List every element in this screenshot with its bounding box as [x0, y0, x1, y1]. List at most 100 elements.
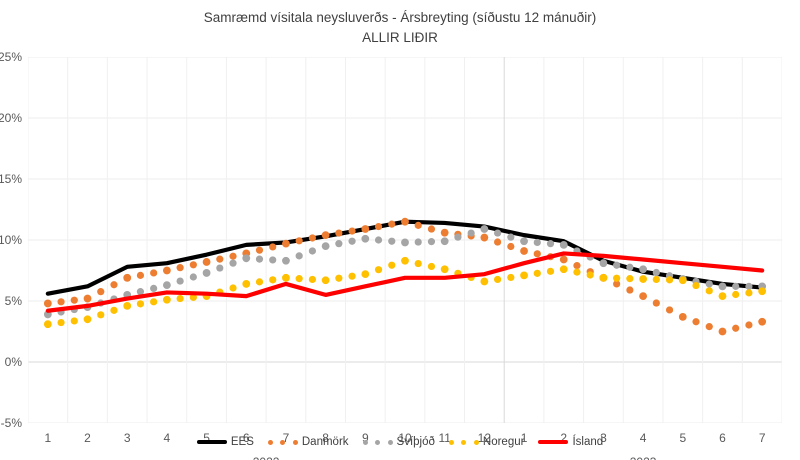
series-dot	[388, 261, 396, 269]
series-dot	[414, 238, 422, 246]
series-dot	[229, 252, 237, 260]
legend-item-danm-rk[interactable]: Danmörk	[267, 436, 349, 448]
legend-label: Noregur	[482, 436, 525, 448]
series-dot	[295, 252, 303, 260]
series-dot	[414, 259, 422, 268]
y-axis-tick-label: -5%	[0, 416, 22, 430]
series-point	[282, 273, 290, 282]
series-dot	[136, 288, 145, 296]
series-dot	[573, 262, 581, 270]
series-dot	[427, 262, 436, 271]
series-point	[321, 242, 330, 251]
series-point	[361, 234, 370, 243]
series-point	[480, 233, 489, 242]
series-dot	[613, 280, 621, 288]
legend-item--sland[interactable]: Ísland	[538, 436, 603, 448]
x-axis-tick-label: 11	[438, 431, 451, 445]
series-dot	[308, 234, 317, 242]
x-axis-tick-label: 9	[361, 431, 369, 445]
series-dot	[269, 243, 277, 251]
series-point	[162, 266, 171, 275]
series-dot	[626, 286, 634, 294]
series-dot	[652, 268, 660, 277]
x-axis-tick-label: 6	[719, 431, 726, 445]
series-dot	[255, 246, 264, 254]
series-dot	[546, 267, 555, 275]
series-dot	[414, 221, 422, 229]
series-dot	[216, 255, 224, 263]
series-dot	[374, 266, 383, 274]
x-axis-tick-label: 4	[639, 431, 647, 445]
series-dot	[176, 294, 184, 303]
legend-item-sv-j-[interactable]: Svíþjóð	[362, 436, 435, 448]
series-point	[559, 240, 568, 249]
chart-subtitle: ALLIR LIÐIR	[362, 30, 438, 45]
series-point	[440, 265, 449, 274]
x-axis-tick-label: 2	[84, 431, 91, 445]
series-dot	[427, 225, 436, 233]
series-point	[43, 299, 52, 308]
series-point	[440, 237, 449, 246]
series-dot	[348, 237, 356, 245]
series-dot	[189, 261, 197, 269]
series-dot	[70, 296, 78, 304]
series-dot	[348, 227, 356, 235]
series-dot	[533, 238, 541, 247]
series-point	[401, 217, 409, 226]
series-dot	[374, 222, 383, 231]
series-point	[559, 265, 568, 274]
x-axis-tick-label: 7	[758, 431, 766, 445]
series-dot	[652, 275, 660, 284]
x-axis-tick-label: 1	[520, 431, 528, 445]
series-point	[361, 270, 370, 279]
series-dot	[255, 255, 264, 263]
chart-title: Samræmd vísitala neysluverðs - Ársbreyti…	[203, 10, 597, 25]
series-point	[43, 320, 52, 329]
series-dot	[493, 238, 502, 246]
legend-swatch-dotted-icon	[267, 439, 298, 445]
y-axis-tick-label: 20%	[0, 111, 22, 125]
series-dot	[705, 323, 713, 331]
x-axis-year-label: 2023	[630, 455, 657, 460]
series-dot	[732, 282, 740, 290]
series-point	[401, 238, 409, 247]
legend-item-ees[interactable]: EES	[196, 436, 254, 448]
series-dot	[613, 274, 621, 282]
x-axis-tick-label: 10	[398, 431, 412, 445]
series-dot	[269, 256, 277, 264]
series-dot	[427, 238, 436, 246]
legend-label: Danmörk	[301, 436, 349, 448]
legend-label: Ísland	[572, 436, 604, 448]
series-point	[599, 273, 608, 282]
series-point	[162, 295, 171, 304]
series-dot	[70, 317, 78, 325]
series-dot	[189, 273, 197, 281]
series-point	[242, 280, 251, 288]
series-dot	[388, 220, 396, 228]
series-point	[520, 247, 528, 255]
series-dot	[493, 229, 502, 237]
series-dot	[467, 229, 475, 237]
series-point	[242, 254, 251, 263]
series-point	[202, 258, 211, 266]
series-dot	[97, 311, 105, 319]
series-dot	[665, 306, 674, 314]
x-axis-tick-label: 7	[282, 431, 290, 445]
series-dot	[507, 273, 515, 282]
legend-item-noregur[interactable]: Noregur	[448, 436, 525, 448]
series-point	[718, 292, 727, 301]
series-point	[678, 312, 687, 321]
legend-swatch-dotted-icon	[362, 439, 393, 445]
legend-label: EES	[230, 436, 254, 448]
series-dot	[229, 284, 237, 292]
series-dot	[110, 306, 118, 314]
series-point	[282, 256, 290, 265]
plot-area	[27, 56, 783, 424]
series-dot	[295, 237, 303, 245]
series-point	[361, 225, 370, 233]
series-dot	[546, 240, 555, 248]
x-axis-tick-label: 5	[203, 431, 210, 445]
series-dot	[176, 264, 184, 272]
series-dot	[374, 236, 383, 244]
